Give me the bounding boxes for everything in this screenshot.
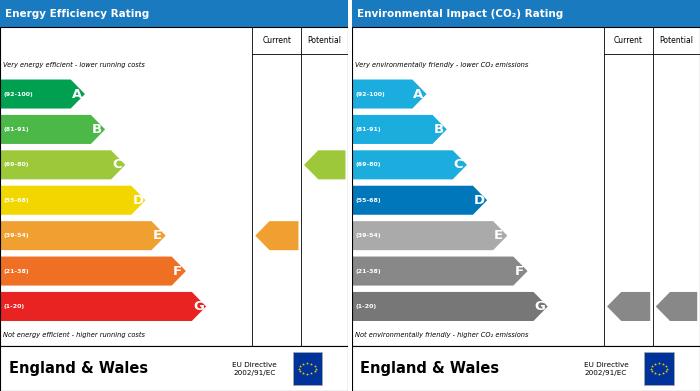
Text: (81-91): (81-91) [4, 127, 29, 132]
Text: G: G [535, 300, 545, 313]
Text: B: B [92, 123, 102, 136]
Text: Potential: Potential [659, 36, 694, 45]
Bar [351, 0, 700, 27]
Text: (92-100): (92-100) [4, 91, 33, 97]
Text: (21-38): (21-38) [355, 269, 381, 274]
Text: (69-80): (69-80) [4, 162, 29, 167]
Text: D: D [132, 194, 144, 207]
Polygon shape [607, 292, 650, 321]
Polygon shape [1, 79, 85, 109]
Bar [0, 0, 349, 27]
Polygon shape [1, 186, 146, 215]
Bar [0, 27, 349, 346]
Polygon shape [656, 292, 697, 321]
Text: Not environmentally friendly - higher CO₂ emissions: Not environmentally friendly - higher CO… [355, 332, 528, 338]
Text: (55-68): (55-68) [355, 198, 381, 203]
Text: (81-91): (81-91) [355, 127, 381, 132]
Polygon shape [352, 186, 487, 215]
Polygon shape [256, 221, 298, 250]
Text: B: B [433, 123, 444, 136]
Polygon shape [352, 79, 426, 109]
Text: (55-68): (55-68) [4, 198, 29, 203]
Text: (69-80): (69-80) [355, 162, 381, 167]
Text: E: E [153, 229, 162, 242]
Text: G: G [193, 300, 204, 313]
Polygon shape [1, 150, 125, 179]
Bar [644, 352, 674, 386]
Polygon shape [352, 221, 508, 250]
Polygon shape [1, 292, 206, 321]
Text: Very energy efficient - lower running costs: Very energy efficient - lower running co… [4, 62, 146, 68]
Text: F: F [514, 265, 524, 278]
Bar [351, 346, 700, 391]
Bar [0, 346, 349, 391]
Text: Potential: Potential [308, 36, 342, 45]
Polygon shape [352, 292, 548, 321]
Polygon shape [352, 150, 467, 179]
Text: Not energy efficient - higher running costs: Not energy efficient - higher running co… [4, 332, 146, 338]
Text: C: C [112, 158, 122, 171]
Text: Environmental Impact (CO₂) Rating: Environmental Impact (CO₂) Rating [357, 9, 564, 19]
Text: Current: Current [614, 36, 643, 45]
Polygon shape [304, 150, 346, 179]
Text: 77: 77 [321, 160, 337, 170]
Text: A: A [414, 88, 424, 100]
Polygon shape [1, 115, 105, 144]
Text: 1: 1 [677, 301, 685, 312]
Text: A: A [71, 88, 82, 100]
Bar [351, 27, 700, 346]
Text: D: D [474, 194, 485, 207]
Polygon shape [1, 221, 166, 250]
Text: (92-100): (92-100) [355, 91, 385, 97]
Text: C: C [454, 158, 463, 171]
Bar [293, 352, 322, 386]
Text: EU Directive
2002/91/EC: EU Directive 2002/91/EC [232, 362, 276, 375]
Text: England & Wales: England & Wales [360, 361, 500, 376]
Text: Current: Current [262, 36, 291, 45]
Text: England & Wales: England & Wales [8, 361, 148, 376]
Text: F: F [173, 265, 182, 278]
Polygon shape [1, 256, 186, 285]
Text: E: E [494, 229, 503, 242]
Text: (1-20): (1-20) [4, 304, 24, 309]
Text: Energy Efficiency Rating: Energy Efficiency Rating [5, 9, 150, 19]
Polygon shape [352, 256, 528, 285]
Text: (1-20): (1-20) [355, 304, 377, 309]
Text: 1: 1 [629, 301, 636, 312]
Text: Very environmentally friendly - lower CO₂ emissions: Very environmentally friendly - lower CO… [355, 62, 528, 68]
Text: 48: 48 [274, 231, 288, 240]
Text: (21-38): (21-38) [4, 269, 29, 274]
Text: (39-54): (39-54) [4, 233, 29, 238]
Text: EU Directive
2002/91/EC: EU Directive 2002/91/EC [584, 362, 629, 375]
Text: (39-54): (39-54) [355, 233, 381, 238]
Polygon shape [352, 115, 447, 144]
